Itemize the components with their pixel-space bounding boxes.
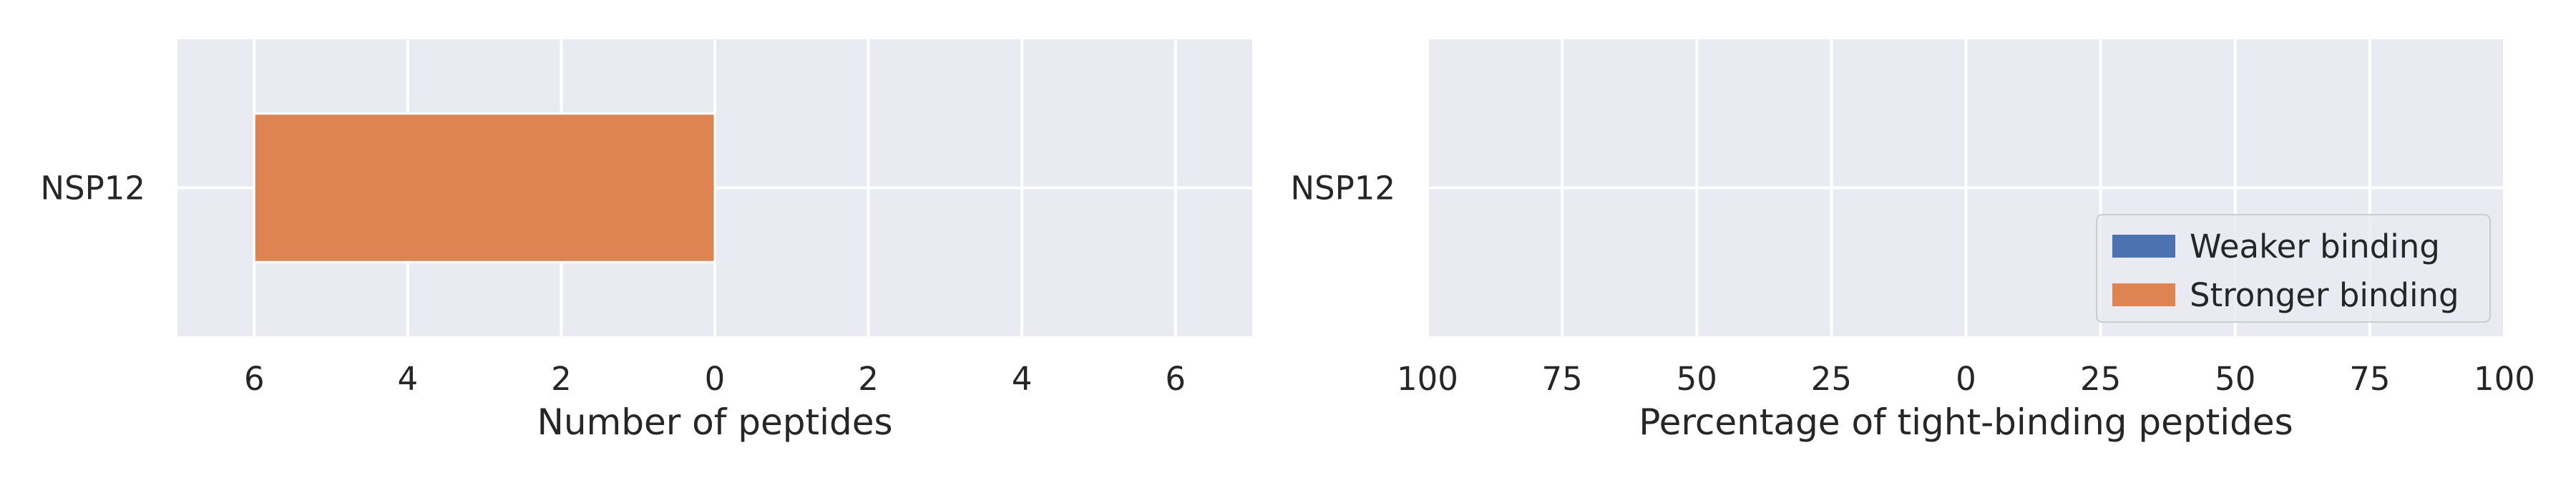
x-tick-label: 75 (1541, 360, 1582, 398)
legend-frame (2096, 214, 2491, 323)
x-tick-label: 6 (1165, 360, 1186, 398)
x-tick-label: 6 (244, 360, 265, 398)
right-chart-panel: 100 75 50 25 0 25 50 75 100 NSP12 Percentage of ti… (1290, 39, 2535, 443)
y-tick-label: NSP12 (1290, 170, 1395, 208)
x-tick-label: 50 (2215, 360, 2255, 398)
left-chart-panel: 6 4 2 0 2 4 6 NSP12 Number of peptides (40, 39, 1252, 443)
x-axis-label: Number of peptides (537, 401, 892, 443)
x-tick-label: 25 (1811, 360, 1852, 398)
legend: Weaker binding Stronger binding (2096, 214, 2491, 323)
x-tick-label: 75 (2349, 360, 2390, 398)
x-tick-label: 4 (398, 360, 419, 398)
legend-swatch (2112, 283, 2175, 306)
x-tick-label: 50 (1677, 360, 1717, 398)
x-tick-label: 4 (1012, 360, 1033, 398)
y-tick-label: NSP12 (40, 170, 145, 208)
x-tick-label: 2 (858, 360, 879, 398)
legend-label: Weaker binding (2190, 228, 2440, 265)
legend-swatch (2112, 235, 2175, 258)
bar-stronger-binding (253, 112, 716, 263)
x-tick-label: 2 (551, 360, 572, 398)
x-axis-label: Percentage of tight-binding peptides (1639, 401, 2293, 443)
legend-label: Stronger binding (2190, 276, 2459, 314)
x-tick-label: 25 (2080, 360, 2121, 398)
x-tick-label: 100 (2474, 360, 2535, 398)
x-tick-label: 100 (1397, 360, 1458, 398)
x-tick-label: 0 (1956, 360, 1976, 398)
x-tick-label: 0 (705, 360, 726, 398)
